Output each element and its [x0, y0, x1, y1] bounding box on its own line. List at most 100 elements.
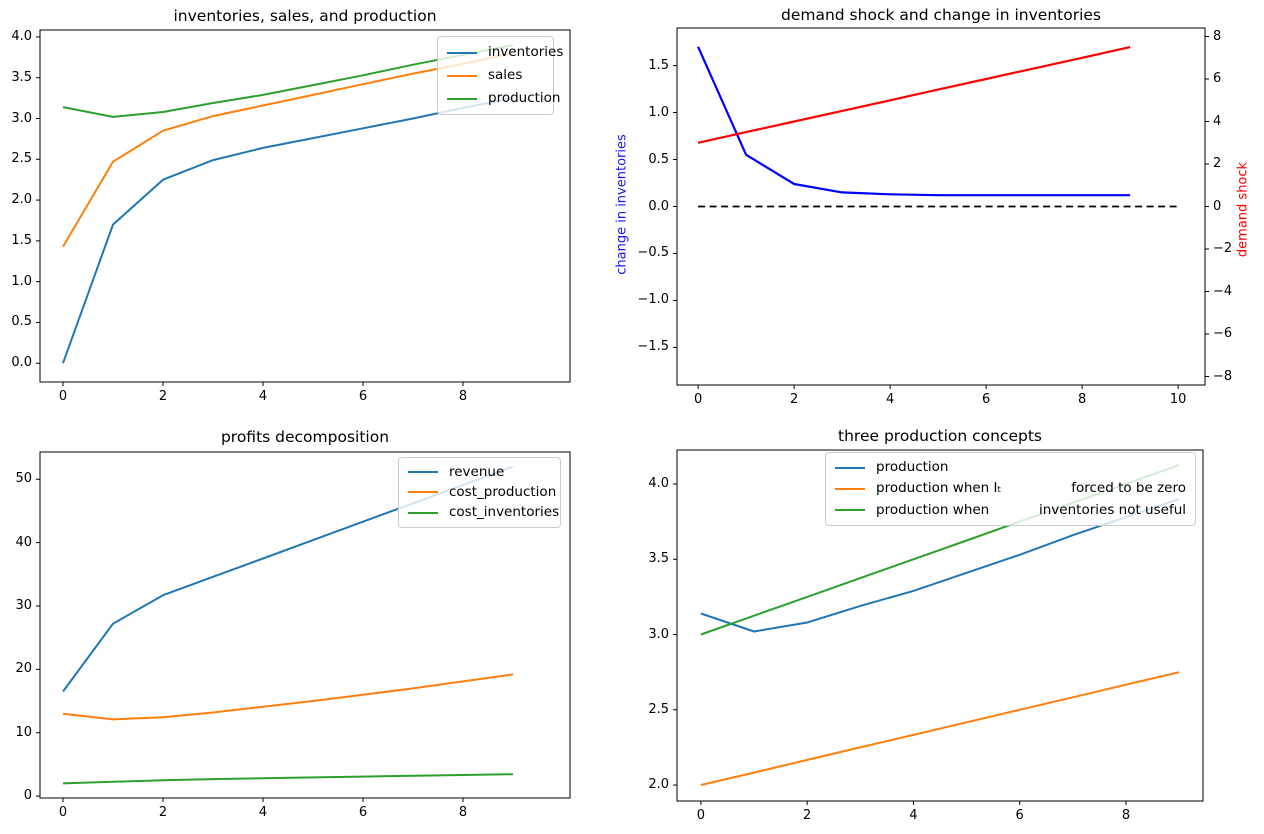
x-tick-label: 4 — [909, 808, 918, 823]
y-tick-label: 0.0 — [11, 355, 32, 371]
y-tick-label: 1.0 — [11, 273, 32, 289]
y-tick-label: 3.5 — [648, 551, 669, 567]
series-inventories — [62, 97, 514, 364]
x-tick-label: 2 — [789, 392, 799, 407]
x-tick-label: 2 — [803, 808, 812, 823]
y-tick-label: 3.5 — [11, 69, 32, 85]
y-tick-label-right: 4 — [1213, 113, 1222, 129]
y-tick-label-right: 2 — [1213, 156, 1222, 171]
legend-item-label: inventories — [488, 44, 564, 60]
y-tick-label: 40 — [15, 534, 32, 550]
legend-profits-decomposition: revenue cost_production cost_inventories — [398, 457, 561, 528]
legend-line-swatch — [408, 511, 438, 514]
y-tick-label: 0 — [23, 788, 32, 804]
x-tick-label: 8 — [1121, 808, 1131, 823]
y-tick-label: 2.0 — [11, 192, 32, 208]
x-tick-label: 4 — [258, 805, 268, 820]
y-tick-label-right: −8 — [1213, 368, 1233, 384]
legend-item: cost_production — [408, 484, 556, 501]
y-tick-label-right: −6 — [1213, 326, 1233, 341]
y-tick-label: 0.5 — [648, 151, 669, 167]
legend-three-production-concepts: production production when Iₜ forced to … — [825, 452, 1196, 526]
y-tick-label: 1.5 — [11, 232, 32, 248]
x-tick-label: 8 — [458, 389, 468, 404]
legend-item: inventories — [447, 44, 563, 61]
legend-line-swatch — [835, 509, 865, 512]
y-tick-label: 1.5 — [648, 57, 669, 73]
legend-line-swatch — [447, 97, 477, 100]
axes-frame — [676, 449, 1204, 802]
legend-item: sales — [447, 67, 544, 84]
legend-item: production when inventories not useful — [835, 502, 1186, 519]
y-tick-label: 0.0 — [648, 198, 669, 214]
series-production — [700, 498, 1180, 633]
legend-line-swatch — [835, 487, 865, 490]
y-tick-label: 50 — [15, 471, 32, 487]
x-tick-label: 2 — [158, 389, 168, 404]
series-production-when-Iₜ-forced-to-be-zero — [700, 671, 1180, 786]
series-cost_production — [62, 673, 514, 721]
y-tick-label: 30 — [15, 597, 32, 613]
y-tick-label: 0.5 — [11, 314, 32, 330]
y-tick-label-right: 8 — [1213, 28, 1222, 44]
legend-item-label: sales — [488, 67, 523, 83]
legend-item-label: revenue — [449, 463, 505, 480]
x-tick-label: 2 — [158, 805, 168, 820]
y-tick-label-right: −4 — [1213, 283, 1233, 299]
legend-line-swatch — [447, 74, 477, 77]
y-tick-label: −0.5 — [637, 245, 669, 261]
legend-item-label: production — [488, 90, 561, 106]
legend-item-label: forced to be zero — [1071, 480, 1186, 497]
y-tick-label: 4.0 — [648, 476, 669, 492]
legend-item-label: production when Iₜ — [876, 480, 1002, 497]
legend-item: production when Iₜ forced to be zero — [835, 480, 1186, 497]
chart-title-profits-decomposition: profits decomposition — [220, 428, 390, 446]
y-tick-label: 3.0 — [648, 626, 669, 642]
legend-item-label: production — [876, 459, 949, 476]
legend-item: revenue — [408, 464, 551, 481]
y-tick-label: 4.0 — [11, 28, 32, 44]
series-cost_inventories — [62, 773, 514, 785]
x-tick-label: 6 — [358, 389, 368, 404]
x-tick-label: 6 — [358, 805, 368, 820]
x-tick-label: 8 — [1077, 392, 1087, 407]
y-tick-label-right: 6 — [1213, 71, 1222, 86]
x-tick-label: 4 — [885, 392, 895, 407]
legend-item: production — [447, 90, 561, 107]
series-demand-shock — [697, 46, 1131, 144]
legend-line-swatch — [408, 491, 438, 494]
y-tick-label: 2.5 — [648, 701, 669, 717]
y-tick-label: −1.0 — [637, 292, 669, 308]
legend-item-label: cost_production — [449, 483, 557, 500]
legend-item: production — [835, 459, 1186, 476]
legend-line-swatch — [408, 471, 438, 474]
axes-frame — [39, 451, 571, 799]
y-tick-label: 2.0 — [648, 777, 669, 793]
legend-inventories-sales-production: inventories sales production — [437, 36, 563, 115]
y-tick-label: 1.0 — [648, 104, 669, 120]
x-tick-label: 6 — [981, 392, 991, 407]
x-tick-label: 0 — [58, 805, 68, 820]
y-tick-label: −1.5 — [637, 339, 669, 355]
x-tick-label: 6 — [1015, 808, 1024, 823]
y-tick-label: 3.0 — [11, 110, 32, 126]
chart-title-demand-shock: demand shock and change in inventories — [781, 6, 1101, 24]
legend-item-label: production when — [876, 501, 990, 518]
x-tick-label: 10 — [1169, 392, 1187, 407]
chart-title-inventories-sales-production: inventories, sales, and production — [173, 7, 437, 25]
y-tick-label-right: 0 — [1213, 198, 1222, 214]
series-change-in-inventories — [697, 46, 1131, 197]
legend-line-swatch — [447, 51, 477, 54]
x-tick-label: 0 — [58, 389, 68, 404]
legend-item: cost_inventories — [408, 504, 559, 521]
x-tick-label: 4 — [258, 389, 268, 404]
chart-title-three-production-concepts: three production concepts — [838, 427, 1042, 445]
y-tick-label: 20 — [15, 661, 32, 677]
y-tick-label-right: −2 — [1213, 241, 1233, 256]
legend-item-label: inventories not useful — [1039, 501, 1186, 518]
y-tick-label: 2.5 — [11, 151, 32, 167]
y-tick-label: 10 — [15, 724, 32, 740]
axes-frame — [39, 29, 571, 383]
